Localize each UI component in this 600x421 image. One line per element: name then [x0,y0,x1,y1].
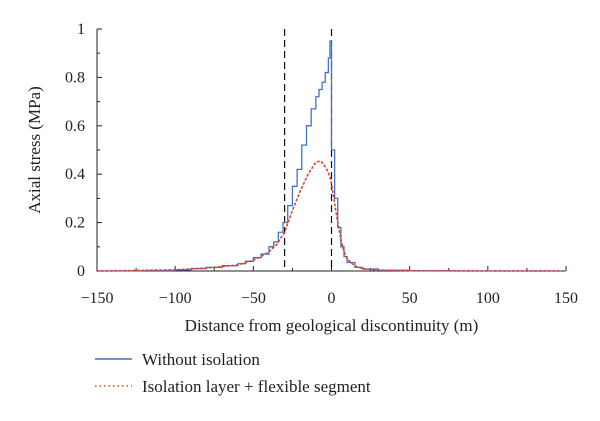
y-tick-label: 0 [77,263,85,280]
x-tick-label: 50 [402,290,418,307]
axis-ticks: −150 −100 −50 0 50 100 150 0 0.2 0.4 0.6 0.8 1 [65,21,578,307]
y-tick-label: 0.8 [65,69,85,86]
legend-label-series-2: Isolation layer + flexible segment [142,377,371,396]
series-line-2 [96,159,567,272]
x-tick-label: −100 [159,290,192,307]
x-tick-label: 0 [328,290,336,307]
x-tick-label: 100 [476,290,500,307]
x-tick-label: 150 [554,290,578,307]
legend-label-series-1: Without isolation [142,350,260,369]
y-axis-title: Axial stress (MPa) [25,86,44,213]
x-tick-label: −150 [80,290,113,307]
x-tick-label: −50 [241,290,266,307]
reference-lines [284,29,333,271]
legend: Without isolation Isolation layer + flex… [95,350,371,396]
y-tick-label: 1 [77,21,85,38]
series-group [96,40,567,272]
y-tick-label: 0.2 [65,215,85,232]
y-tick-label: 0.6 [65,118,85,135]
y-tick-label: 0.4 [65,166,85,183]
x-axis-title: Distance from geological discontinuity (… [185,316,479,335]
